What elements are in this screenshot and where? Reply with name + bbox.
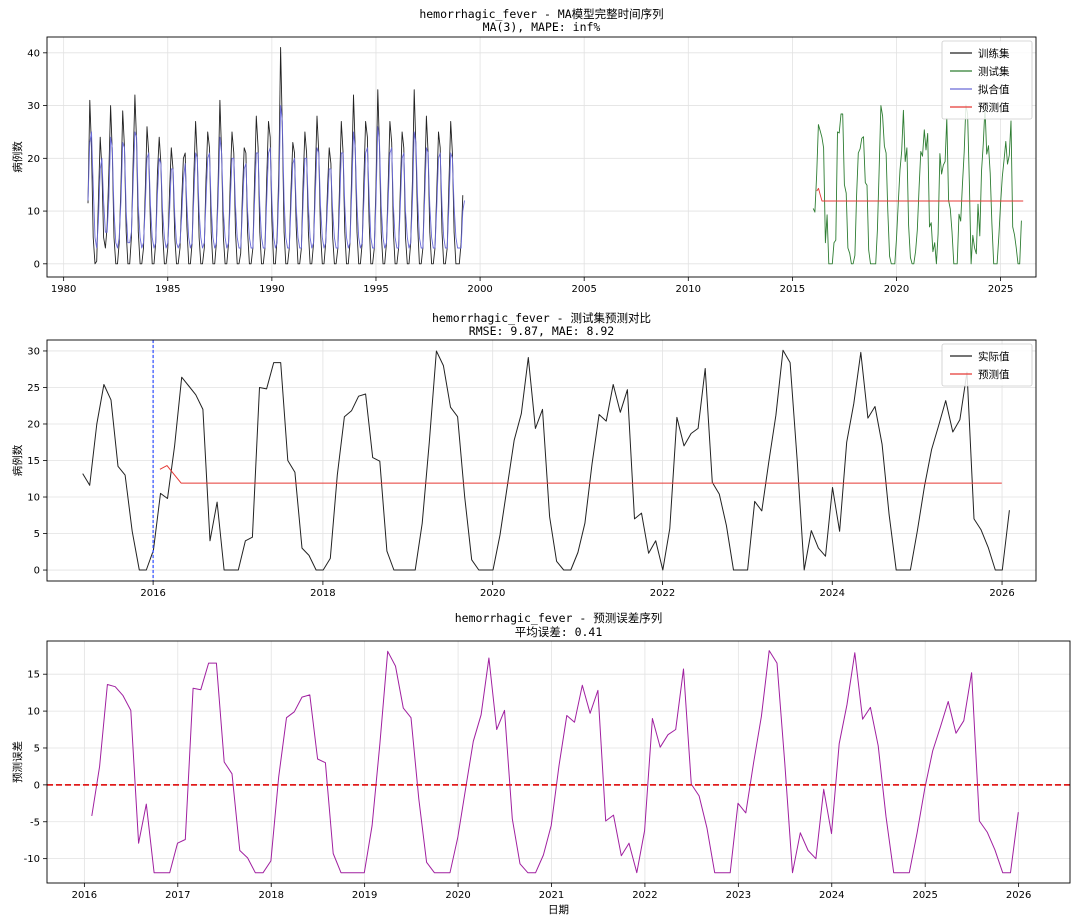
plot-frame (46, 640, 1071, 884)
x-tick-label: 2023 (726, 890, 751, 901)
legend-box (941, 343, 1033, 387)
series-line-1 (87, 47, 464, 265)
x-tick-label: 2017 (165, 890, 190, 901)
x-tick-label: 2025 (988, 284, 1013, 295)
y-tick-label: 30 (27, 346, 40, 357)
x-tick-label: 2015 (780, 284, 805, 295)
legend-label: 拟合值 (978, 83, 1010, 96)
legend-label: 测试集 (978, 65, 1010, 78)
plot-frame (46, 339, 1037, 582)
x-tick-label: 1985 (155, 284, 180, 295)
legend-label: 训练集 (978, 47, 1010, 60)
y-tick-label: 0 (34, 780, 40, 791)
x-tick-label: 2025 (912, 890, 937, 901)
y-tick-label: 10 (27, 207, 40, 218)
x-tick-label: 2016 (140, 588, 165, 599)
x-tick-label: 2020 (884, 284, 909, 295)
y-tick-label: 0 (34, 259, 40, 270)
x-tick-label: 2021 (539, 890, 564, 901)
y-tick-label: 25 (27, 383, 40, 394)
y-tick-label: -10 (24, 854, 40, 865)
x-tick-label: 2024 (820, 588, 845, 599)
plot-area (47, 650, 1070, 874)
x-tick-label: 2010 (676, 284, 701, 295)
y-tick-label: 20 (27, 154, 40, 165)
x-tick-label: 2026 (989, 588, 1014, 599)
y-tick-label: 10 (27, 707, 40, 718)
x-tick-label: 1980 (51, 284, 76, 295)
series-line-2 (159, 465, 1002, 484)
y-tick-label: 10 (27, 493, 40, 504)
x-tick-label: 2022 (632, 890, 657, 901)
y-tick-label: 15 (27, 670, 40, 681)
plot-area (87, 47, 1024, 265)
chart-title: hemorrhagic_fever - MA模型完整时间序列 (419, 7, 663, 21)
series-line-1 (82, 349, 1010, 571)
y-axis-label: 病例数 (11, 444, 24, 476)
x-tick-label: 2016 (72, 890, 97, 901)
x-tick-label: 2020 (480, 588, 505, 599)
legend-label: 实际值 (978, 350, 1010, 363)
legend-label: 预测值 (978, 368, 1010, 381)
y-tick-label: 0 (34, 566, 40, 577)
x-tick-label: 2024 (819, 890, 844, 901)
y-tick-label: 30 (27, 101, 40, 112)
y-axis-label: 预测误差 (11, 741, 24, 783)
y-tick-label: 15 (27, 456, 40, 467)
x-tick-label: 2019 (352, 890, 377, 901)
plot-area (82, 340, 1010, 581)
chart-subtitle: 平均误差: 0.41 (515, 625, 603, 639)
y-tick-label: 5 (34, 529, 40, 540)
chart-title: hemorrhagic_fever - 测试集预测对比 (432, 311, 651, 325)
chart-subtitle: MA(3), MAPE: inf% (483, 20, 601, 34)
y-axis-label: 病例数 (11, 141, 24, 173)
series-line-2 (812, 104, 1022, 265)
x-tick-label: 2005 (571, 284, 596, 295)
series-line-4 (816, 187, 1024, 202)
y-tick-label: 40 (27, 48, 40, 59)
x-tick-label: 1990 (259, 284, 284, 295)
series-line-3 (87, 105, 465, 249)
legend-box (941, 40, 1033, 120)
series-line-1 (91, 650, 1019, 874)
legend-label: 预测值 (978, 101, 1010, 114)
x-tick-label: 2018 (258, 890, 283, 901)
x-tick-label: 2022 (650, 588, 675, 599)
x-tick-label: 2020 (445, 890, 470, 901)
y-tick-label: 5 (34, 743, 40, 754)
y-tick-label: -5 (30, 817, 40, 828)
x-tick-label: 2018 (310, 588, 335, 599)
plot-frame (46, 36, 1037, 278)
chart-title: hemorrhagic_fever - 预测误差序列 (455, 611, 662, 625)
x-axis-label: 日期 (548, 904, 569, 916)
y-tick-label: 20 (27, 419, 40, 430)
x-tick-label: 2000 (467, 284, 492, 295)
x-tick-label: 1995 (363, 284, 388, 295)
x-tick-label: 2026 (1006, 890, 1031, 901)
chart-subtitle: RMSE: 9.87, MAE: 8.92 (469, 324, 614, 338)
